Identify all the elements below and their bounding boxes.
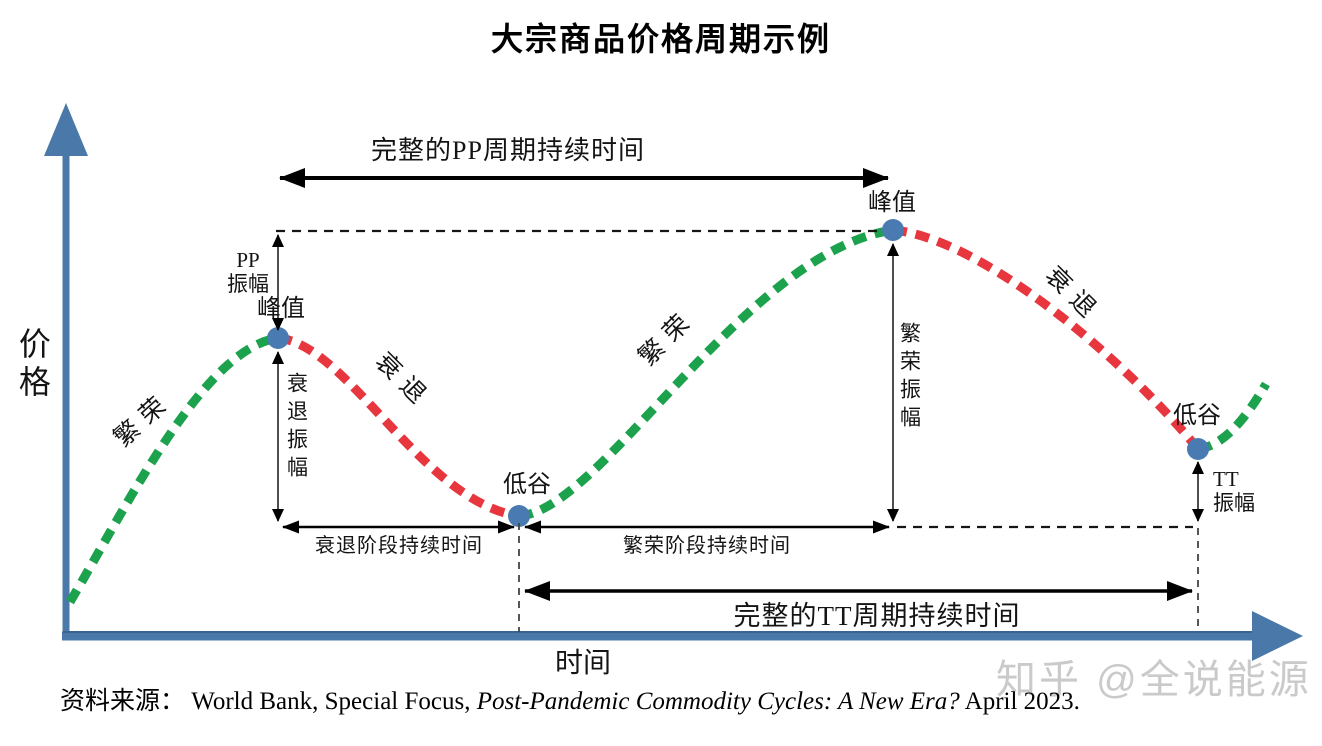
curve-boom-segment-1 bbox=[66, 333, 279, 605]
curve-boom-segment-2 bbox=[518, 225, 894, 521]
source-suffix: April 2023. bbox=[959, 688, 1080, 715]
source-italic: Post-Pandemic Commodity Cycles: A New Er… bbox=[476, 688, 960, 715]
peak1-point bbox=[267, 327, 289, 349]
source-line: 资料来源： World Bank, Special Focus, Post-Pa… bbox=[60, 688, 1080, 716]
trough2-point bbox=[1187, 438, 1209, 460]
y-axis-arrowhead bbox=[44, 103, 88, 156]
x-axis-label: 时间 bbox=[554, 648, 612, 679]
pp-amplitude-line2: 振幅 bbox=[227, 271, 269, 296]
recession-phase-duration-label: 衰退阶段持续时间 bbox=[315, 535, 483, 557]
tt-amplitude-line2: 振幅 bbox=[1213, 490, 1255, 515]
boom-amplitude-label: 繁荣振幅 bbox=[897, 322, 922, 434]
source-regular: World Bank, Special Focus, bbox=[191, 688, 477, 715]
diagram-title: 大宗商品价格周期示例 bbox=[490, 21, 832, 57]
trough1-label: 低谷 bbox=[503, 472, 551, 498]
trough2-label: 低谷 bbox=[1173, 403, 1221, 429]
tt-amplitude-label: TT 振幅 bbox=[1213, 467, 1255, 515]
boom-phase-duration-label: 繁荣阶段持续时间 bbox=[623, 535, 791, 557]
x-axis-arrowhead bbox=[1252, 611, 1303, 661]
peak1-label: 峰值 bbox=[257, 296, 305, 322]
tt-cycle-duration-label: 完整的TT周期持续时间 bbox=[733, 601, 1021, 631]
peak2-label: 峰值 bbox=[868, 190, 916, 216]
curve-recession-segment-1 bbox=[277, 333, 520, 521]
pp-cycle-duration-label: 完整的PP周期持续时间 bbox=[371, 136, 645, 165]
source-prefix: 资料来源： bbox=[60, 688, 186, 715]
watermark: 知乎 @全说能源 bbox=[996, 658, 1312, 702]
tt-amplitude-line1: TT bbox=[1213, 467, 1239, 491]
pp-amplitude-label: PP 振幅 bbox=[227, 248, 269, 296]
recession-amplitude-label: 衰退振幅 bbox=[284, 372, 309, 484]
y-axis-label: 价格 bbox=[14, 327, 51, 403]
pp-amplitude-line1: PP bbox=[236, 248, 260, 272]
peak2-point bbox=[882, 219, 904, 241]
curve-recession-segment-2 bbox=[892, 225, 1202, 452]
